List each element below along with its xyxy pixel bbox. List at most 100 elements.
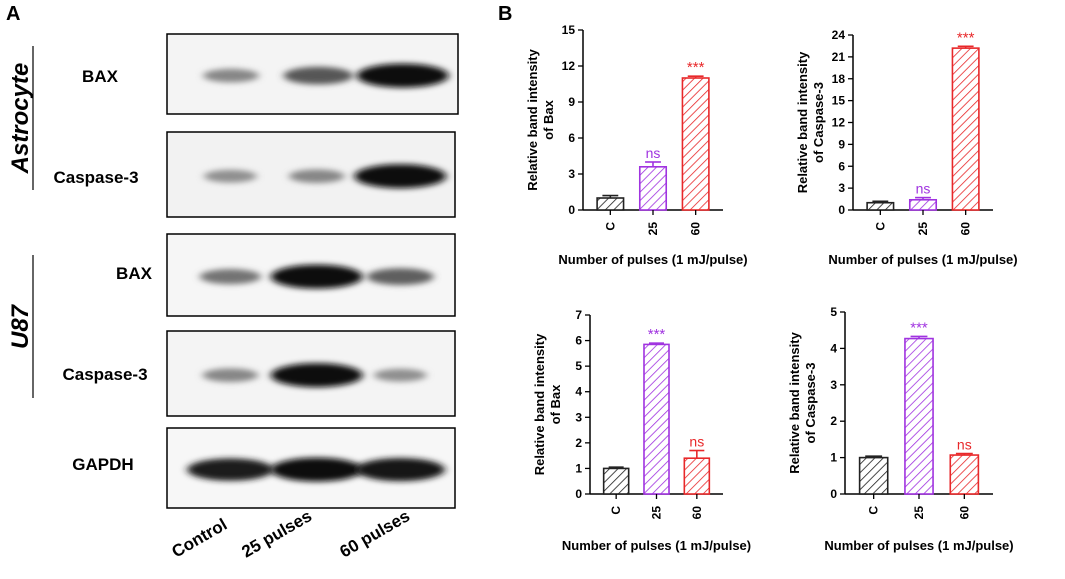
- row-label-astro-caspase3: Caspase-3: [53, 168, 138, 187]
- bar: [681, 77, 710, 211]
- blot-band: [355, 458, 445, 482]
- y-tick-label: 12: [832, 116, 846, 130]
- y-axis-title: Relative band intensityof Bax: [532, 333, 563, 475]
- y-tick-label: 0: [838, 203, 845, 217]
- lane-label-25-pulses: 25 pulses: [239, 506, 316, 561]
- x-tick-label: 60: [690, 506, 704, 520]
- blot-band: [270, 457, 363, 482]
- x-tick-label: 25: [646, 222, 660, 236]
- bar: [908, 198, 938, 211]
- x-tick-label: C: [609, 506, 623, 515]
- y-tick-label: 3: [575, 410, 582, 424]
- y-axis-title-line: of Caspase-3: [811, 82, 826, 163]
- x-tick-label: 60: [959, 222, 973, 236]
- significance-label: ***: [910, 319, 928, 336]
- panel-label-a: A: [6, 3, 20, 25]
- y-tick-label: 3: [838, 181, 845, 195]
- y-tick-label: 1: [575, 461, 582, 475]
- y-tick-label: 7: [575, 308, 582, 322]
- y-tick-label: 15: [562, 23, 576, 37]
- blot-band: [203, 68, 259, 83]
- x-tick-label: 60: [689, 222, 703, 236]
- bar-chart-4: 0 1 2 3 4 5 C 25 *** 60 ns Relative band intensityo…: [787, 305, 1014, 553]
- significance-label: ***: [648, 326, 666, 343]
- bar: [596, 197, 625, 211]
- y-tick-label: 6: [568, 131, 575, 145]
- y-tick-label: 4: [830, 341, 837, 355]
- y-axis-title-line: Relative band intensity: [795, 51, 810, 193]
- bar: [949, 454, 980, 495]
- x-tick-label: 60: [957, 506, 971, 520]
- significance-label: ns: [916, 181, 931, 197]
- x-tick-label: C: [603, 222, 617, 231]
- blot-band: [199, 269, 261, 285]
- y-axis-title: Relative band intensityof Caspase-3: [787, 331, 818, 473]
- row-label-astro-bax: BAX: [82, 67, 119, 86]
- bar-chart-1: 0 3 6 9 12 15 C 25 ns 60 *** Relative band intensit…: [525, 23, 748, 267]
- y-tick-label: 4: [575, 385, 582, 399]
- bar: [683, 457, 711, 495]
- significance-label: ns: [689, 434, 704, 450]
- lane-label-control: Control: [169, 515, 231, 562]
- blot-band: [373, 368, 427, 382]
- row-label-u87-caspase3: Caspase-3: [62, 365, 147, 384]
- significance-label: ns: [646, 145, 661, 161]
- x-axis-title: Number of pulses (1 mJ/pulse): [558, 252, 747, 267]
- western-blots: [166, 33, 459, 509]
- y-tick-label: 6: [838, 159, 845, 173]
- bar: [904, 337, 934, 495]
- y-tick-label: 18: [832, 72, 846, 86]
- y-tick-label: 5: [830, 305, 837, 319]
- y-tick-label: 6: [575, 334, 582, 348]
- significance-label: ***: [957, 29, 975, 46]
- bar: [866, 201, 895, 211]
- y-tick-label: 2: [830, 414, 837, 428]
- y-tick-label: 9: [568, 95, 575, 109]
- x-tick-label: C: [867, 506, 881, 515]
- blot-band: [187, 458, 274, 481]
- x-tick-label: 25: [912, 506, 926, 520]
- lane-label-60-pulses: 60 pulses: [337, 506, 414, 561]
- y-tick-label: 12: [562, 59, 576, 73]
- y-axis-title: Relative band intensityof Caspase-3: [795, 51, 826, 193]
- x-tick-label: C: [873, 222, 887, 231]
- y-tick-label: 9: [838, 137, 845, 151]
- blot-band: [288, 169, 345, 183]
- y-tick-label: 1: [830, 451, 837, 465]
- blot-band: [203, 169, 257, 183]
- y-tick-label: 24: [832, 28, 846, 42]
- blot-band: [283, 66, 354, 85]
- y-tick-label: 0: [830, 487, 837, 501]
- group-label-astrocyte: Astrocyte: [7, 63, 34, 175]
- blot-band: [356, 63, 449, 88]
- group-label-u87: U87: [7, 303, 34, 349]
- significance-label: ns: [957, 437, 972, 453]
- y-axis-title-line: Relative band intensity: [787, 331, 802, 473]
- bar: [602, 467, 630, 495]
- significance-label: ***: [687, 59, 705, 76]
- y-axis-title: Relative band intensityof Bax: [525, 48, 556, 190]
- y-tick-label: 15: [832, 94, 846, 108]
- x-axis-title: Number of pulses (1 mJ/pulse): [828, 252, 1017, 267]
- y-tick-label: 5: [575, 359, 582, 373]
- bar: [858, 456, 889, 495]
- x-tick-label: 25: [916, 222, 930, 236]
- y-axis-title-line: of Caspase-3: [803, 363, 818, 444]
- blot-band: [354, 164, 447, 189]
- bar: [643, 343, 670, 495]
- y-axis-title-line: Relative band intensity: [532, 333, 547, 475]
- y-axis-title-line: of Bax: [548, 384, 563, 425]
- row-label-u87-bax: BAX: [116, 264, 153, 283]
- row-label-gapdh: GAPDH: [72, 455, 133, 474]
- blot-band: [202, 368, 259, 383]
- x-tick-label: 25: [650, 506, 664, 520]
- blot-band: [366, 268, 434, 286]
- panel-label-b: B: [498, 3, 512, 25]
- bar: [638, 166, 668, 211]
- bar: [951, 47, 980, 211]
- x-axis-title: Number of pulses (1 mJ/pulse): [824, 538, 1013, 553]
- blot-band: [270, 264, 363, 289]
- y-tick-label: 3: [568, 167, 575, 181]
- y-tick-label: 21: [832, 50, 846, 64]
